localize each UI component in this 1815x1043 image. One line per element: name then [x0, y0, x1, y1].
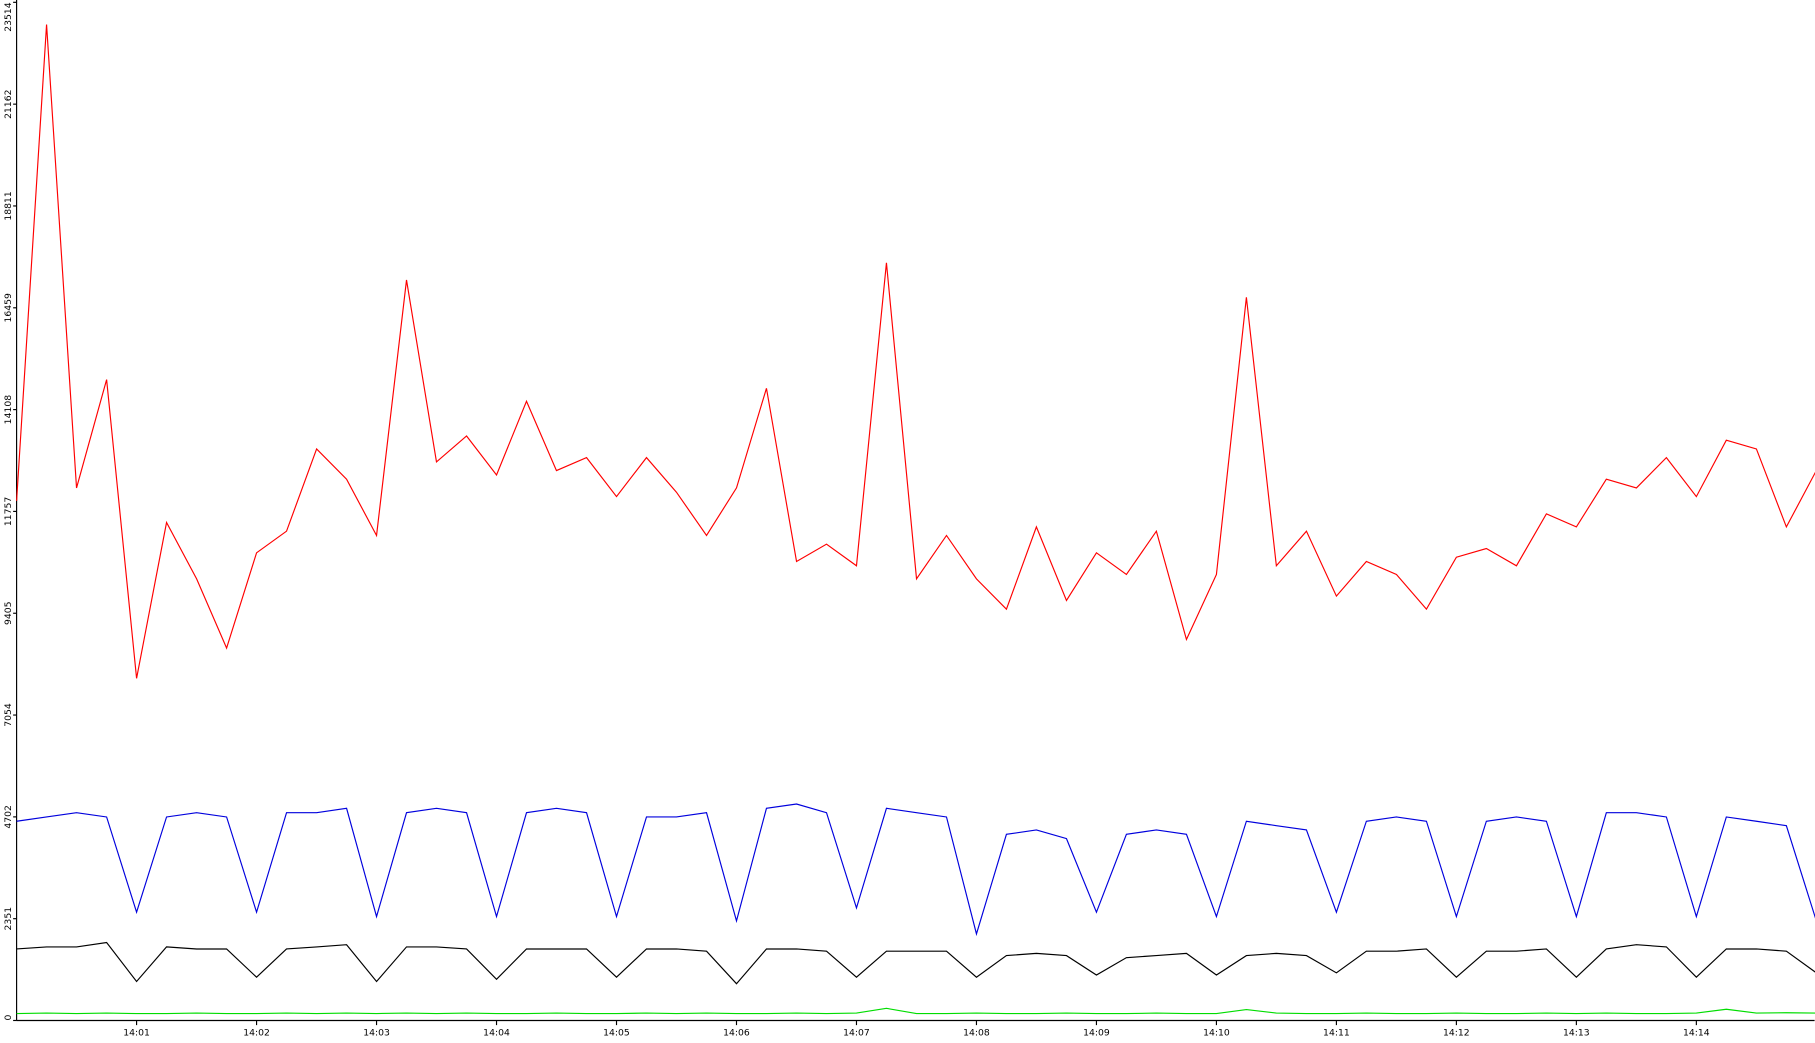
- y-tick-label: 2351: [3, 907, 14, 931]
- y-tick-label: 4702: [3, 805, 14, 829]
- y-tick-label: 9405: [3, 601, 14, 625]
- x-tick-label: 14:08: [963, 1028, 990, 1039]
- x-tick-label: 14:11: [1323, 1028, 1350, 1039]
- series-line: [16, 1007, 1815, 1015]
- x-tick-label: 14:10: [1203, 1028, 1230, 1039]
- x-tick-label: 14:04: [483, 1028, 510, 1039]
- x-tick-label: 14:13: [1563, 1028, 1590, 1039]
- y-tick-label: 16459: [3, 293, 14, 323]
- x-tick-label: 14:09: [1083, 1028, 1110, 1039]
- y-tick-label: 23514: [3, 2, 14, 32]
- y-tick-label: 18811: [3, 191, 14, 221]
- y-tick-label: 11757: [3, 497, 14, 527]
- y-tick-label: 21162: [3, 89, 14, 118]
- x-tick-label: 14:07: [843, 1028, 870, 1039]
- series-line: [16, 803, 1815, 937]
- x-tick-label: 14:05: [603, 1028, 630, 1039]
- series-line: [16, 24, 1815, 679]
- x-tick-label: 14:02: [243, 1028, 270, 1039]
- x-tick-label: 14:03: [363, 1028, 390, 1039]
- x-tick-label: 14:06: [723, 1028, 750, 1039]
- x-tick-label: 14:01: [123, 1028, 150, 1039]
- y-tick-label: 7054: [3, 703, 14, 727]
- x-tick-label: 14:12: [1443, 1028, 1470, 1039]
- x-tick-label: 14:14: [1683, 1028, 1710, 1039]
- series-line: [16, 941, 1815, 985]
- y-tick-label: 0: [3, 1014, 14, 1020]
- y-tick-label: 14108: [3, 395, 14, 425]
